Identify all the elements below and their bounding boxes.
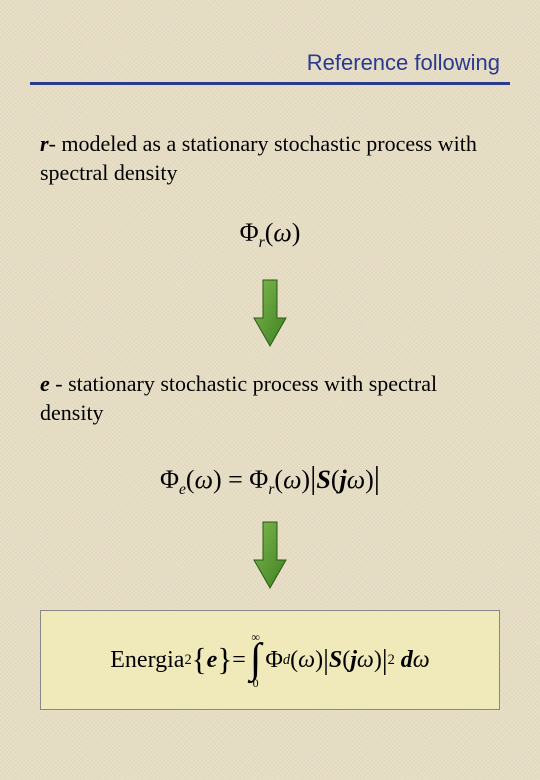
title-underline: [30, 82, 510, 85]
down-arrow-1: [252, 278, 288, 353]
phi-d-symbol: Φ: [265, 647, 283, 674]
e-in-brace: e: [207, 647, 218, 674]
phi-r2-symbol: Φ: [249, 465, 268, 494]
formula-phi-e: Φe(ω) = Φr(ω)|S(jω)|: [0, 460, 540, 499]
abs-sq: 2: [388, 652, 395, 669]
energia-label: Energia: [110, 647, 184, 674]
phi-e-sub: e: [179, 481, 186, 498]
brace-left: {: [192, 642, 207, 678]
phi-e-symbol: Φ: [160, 465, 179, 494]
phi-e-arg: (ω): [186, 465, 222, 494]
integral: ∞ ∫ 0: [250, 631, 262, 689]
s2-paren-close: ): [374, 647, 382, 674]
abs-bar-2: |: [374, 460, 380, 495]
arrow-icon: [252, 278, 288, 348]
phi-symbol: Φ: [240, 218, 259, 247]
s2-omega: ω: [357, 647, 374, 674]
text-1-content: - modeled as a stationary stochastic pro…: [40, 131, 477, 185]
text-2-content: - stationary stochastic process with spe…: [40, 371, 437, 425]
s-paren-close: ): [365, 465, 374, 494]
text-block-1: r- modeled as a stationary stochastic pr…: [40, 130, 500, 187]
energia-exp: 2: [184, 652, 191, 669]
s-omega: ω: [347, 465, 365, 494]
equals-1: =: [222, 465, 250, 494]
differential-d: d: [401, 647, 413, 674]
omega-1: ω: [273, 218, 291, 247]
d-omega: ω: [413, 647, 430, 674]
s-j: j: [339, 465, 346, 494]
s-func: S: [316, 465, 330, 494]
phi-d-sub: d: [283, 652, 290, 669]
page-title: Reference following: [30, 50, 510, 76]
formula-phi-r: Φr(ω): [0, 218, 540, 252]
var-e: e: [40, 371, 50, 396]
brace-right: }: [217, 642, 232, 678]
int-symbol: ∫: [250, 643, 262, 677]
s2-j: j: [350, 647, 357, 674]
energy-formula-box: Energia2 {e} = ∞ ∫ 0 Φd(ω)|S(jω)|2 dω: [40, 610, 500, 710]
header-region: Reference following: [30, 50, 510, 85]
s-func-2: S: [329, 647, 342, 674]
var-r: r: [40, 131, 49, 156]
paren-close: ): [292, 218, 301, 247]
arrow-icon: [252, 520, 288, 590]
s2-paren-open: (: [342, 647, 350, 674]
phi-r2-arg: (ω): [274, 465, 310, 494]
equals-2: =: [232, 647, 246, 674]
int-lower: 0: [253, 677, 259, 689]
text-block-2: e - stationary stochastic process with s…: [40, 370, 500, 427]
phi-d-arg: (ω): [290, 647, 323, 674]
down-arrow-2: [252, 520, 288, 595]
